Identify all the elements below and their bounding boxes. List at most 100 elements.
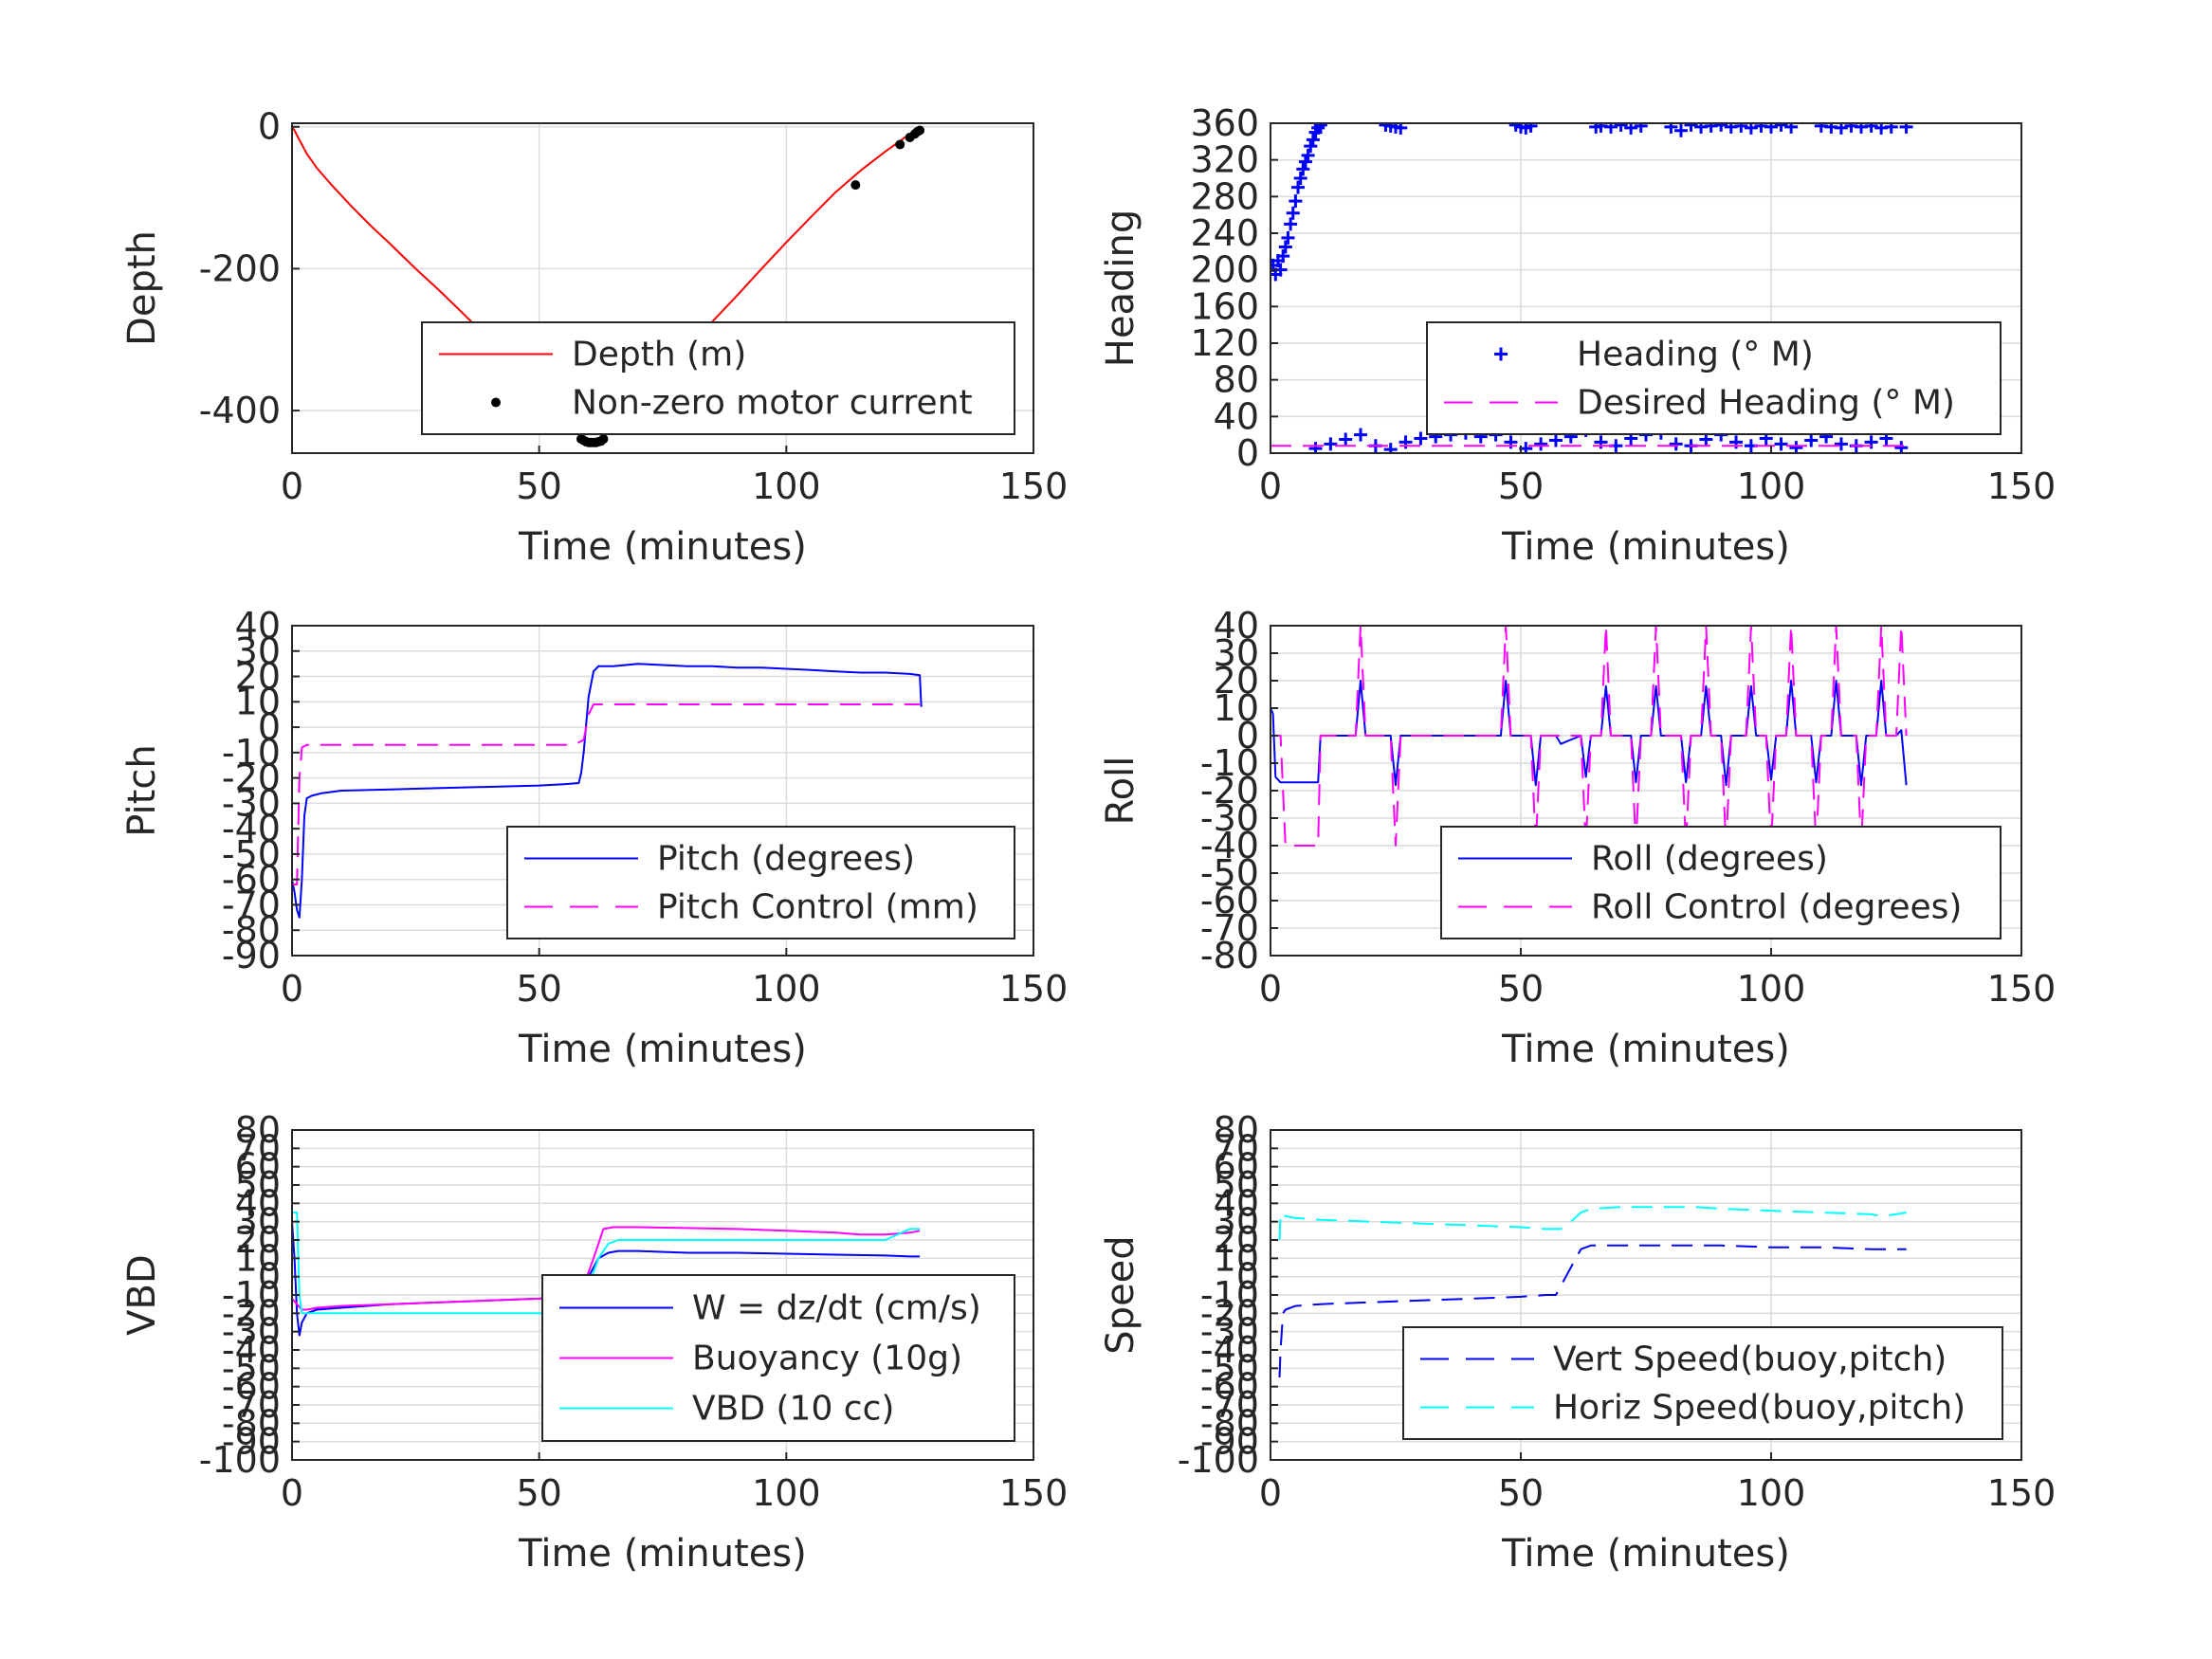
y-tick-label: -30 [222, 1311, 281, 1353]
series-1-point [1291, 180, 1306, 194]
legend-swatch [491, 397, 501, 408]
y-tick-label: -20 [222, 1292, 281, 1334]
series-1-point [1293, 172, 1307, 185]
series-2-line [292, 1226, 921, 1311]
y-axis-label: Speed [1099, 1235, 1143, 1354]
y-tick-label: -30 [1200, 797, 1259, 839]
x-tick-label: 0 [1259, 1472, 1282, 1514]
series-1-point [1764, 123, 1778, 134]
y-tick-label: -60 [1200, 880, 1259, 921]
series-1-point [1298, 155, 1312, 169]
x-tick-label: 0 [281, 968, 303, 1010]
series-1-point [1784, 123, 1799, 134]
x-tick-label: 0 [1259, 465, 1282, 507]
legend: W = dz/dt (cm/s) Buoyancy (10g) VBD (10 cc… [541, 1274, 1015, 1442]
series-1-point [1524, 123, 1538, 133]
y-tick-label: -40 [1200, 1329, 1259, 1371]
x-tick-label: 150 [1987, 1472, 2057, 1514]
y-tick-label: -30 [1200, 1311, 1259, 1353]
legend: Vert Speed(buoy,pitch) Horiz Speed(buoy,p… [1402, 1326, 2003, 1440]
series-1-point [1894, 441, 1909, 453]
y-tick-label: -70 [1200, 907, 1259, 949]
legend-box [1440, 826, 2002, 939]
series-group [292, 663, 923, 919]
y-tick-label: -10 [1200, 1274, 1259, 1316]
y-tick-label: -80 [222, 909, 281, 951]
y-tick-label: 80 [235, 1109, 281, 1151]
x-axis-label: Time (minutes) [518, 1532, 807, 1576]
legend: Pitch (degrees) Pitch Control (mm) [506, 826, 1015, 939]
x-axis-label: Time (minutes) [1501, 1028, 1790, 1071]
x-tick-label: 150 [999, 968, 1069, 1010]
y-tick-label: 30 [235, 1201, 281, 1243]
series-1-point [1354, 428, 1368, 442]
y-tick-label: -20 [222, 757, 281, 799]
y-tick-label: 80 [1214, 359, 1259, 401]
y-tick-label: 280 [1190, 175, 1259, 217]
legend-entry: Roll Control (degrees) [1591, 888, 1962, 927]
y-tick-label: 10 [235, 681, 281, 722]
y-tick-label: 40 [1214, 1182, 1259, 1224]
series-1-point [1884, 123, 1898, 134]
y-tick-label: -10 [222, 732, 281, 774]
y-tick-label: -90 [222, 1421, 281, 1463]
axes-box [291, 122, 1034, 454]
series-1-point [1414, 431, 1428, 446]
y-tick-label: -40 [1200, 825, 1259, 866]
legend-entry: Depth (m) [572, 336, 746, 374]
y-tick-label: 80 [1214, 1109, 1259, 1151]
y-tick-label: -100 [199, 1439, 281, 1481]
series-1-line [1271, 680, 1908, 787]
y-tick-label: 40 [1214, 395, 1259, 437]
x-tick-label: 50 [516, 465, 561, 507]
series-1-point [1284, 217, 1298, 231]
y-tick-label: 30 [1214, 632, 1259, 674]
y-tick-label: -90 [222, 935, 281, 976]
y-tick-label: -50 [1200, 852, 1259, 894]
y-tick-label: -400 [199, 390, 281, 431]
y-axis-label: Pitch [120, 744, 164, 836]
legend-box [506, 826, 1015, 939]
y-tick-label: 30 [235, 630, 281, 672]
legend-entry: Desired Heading (° M) [1577, 384, 1955, 423]
subplot-1: 0 50 100 150 0 -200 -400 Time (minutes) Depth Dep… [120, 106, 1068, 569]
y-tick-label: 60 [1214, 1146, 1259, 1188]
series-2-point [915, 125, 925, 136]
series-1-point [1304, 139, 1318, 154]
x-tick-label: 100 [752, 1472, 821, 1514]
y-tick-label: -20 [1200, 770, 1259, 811]
x-tick-label: 150 [999, 465, 1069, 507]
x-tick-label: 50 [516, 968, 561, 1010]
y-tick-label: -90 [1200, 1421, 1259, 1463]
series-1-point [1714, 123, 1728, 132]
legend-entry: Vert Speed(buoy,pitch) [1553, 1340, 1947, 1379]
x-axis-label: Time (minutes) [1501, 525, 1790, 569]
y-tick-label: 30 [1214, 1201, 1259, 1243]
series-1-point [1383, 443, 1398, 453]
y-tick-label: 0 [1236, 1256, 1259, 1298]
y-tick-label: -50 [222, 1347, 281, 1389]
x-tick-label: 50 [516, 1472, 561, 1514]
series-1-point [1774, 123, 1788, 132]
series-1-point [1301, 148, 1315, 162]
legend-entry: W = dz/dt (cm/s) [692, 1289, 981, 1328]
series-1-point [1324, 437, 1338, 451]
y-tick-label: 20 [235, 1219, 281, 1261]
legend-entry: Pitch (degrees) [657, 840, 915, 879]
y-tick-label: 160 [1190, 285, 1259, 327]
series-2-line [1271, 626, 1908, 847]
series-1-point [1286, 206, 1300, 220]
series-1-point [1864, 123, 1878, 133]
y-tick-label: 40 [235, 1182, 281, 1224]
x-tick-label: 50 [1498, 968, 1544, 1010]
legend-box [541, 1274, 1015, 1442]
series-1-point [1774, 437, 1788, 451]
y-tick-label: -70 [222, 884, 281, 925]
legend-entry: Buoyancy (10g) [692, 1340, 962, 1378]
y-tick-label: -80 [1200, 935, 1259, 976]
legend-swatch [1494, 347, 1508, 361]
series-1-point [1899, 123, 1913, 134]
